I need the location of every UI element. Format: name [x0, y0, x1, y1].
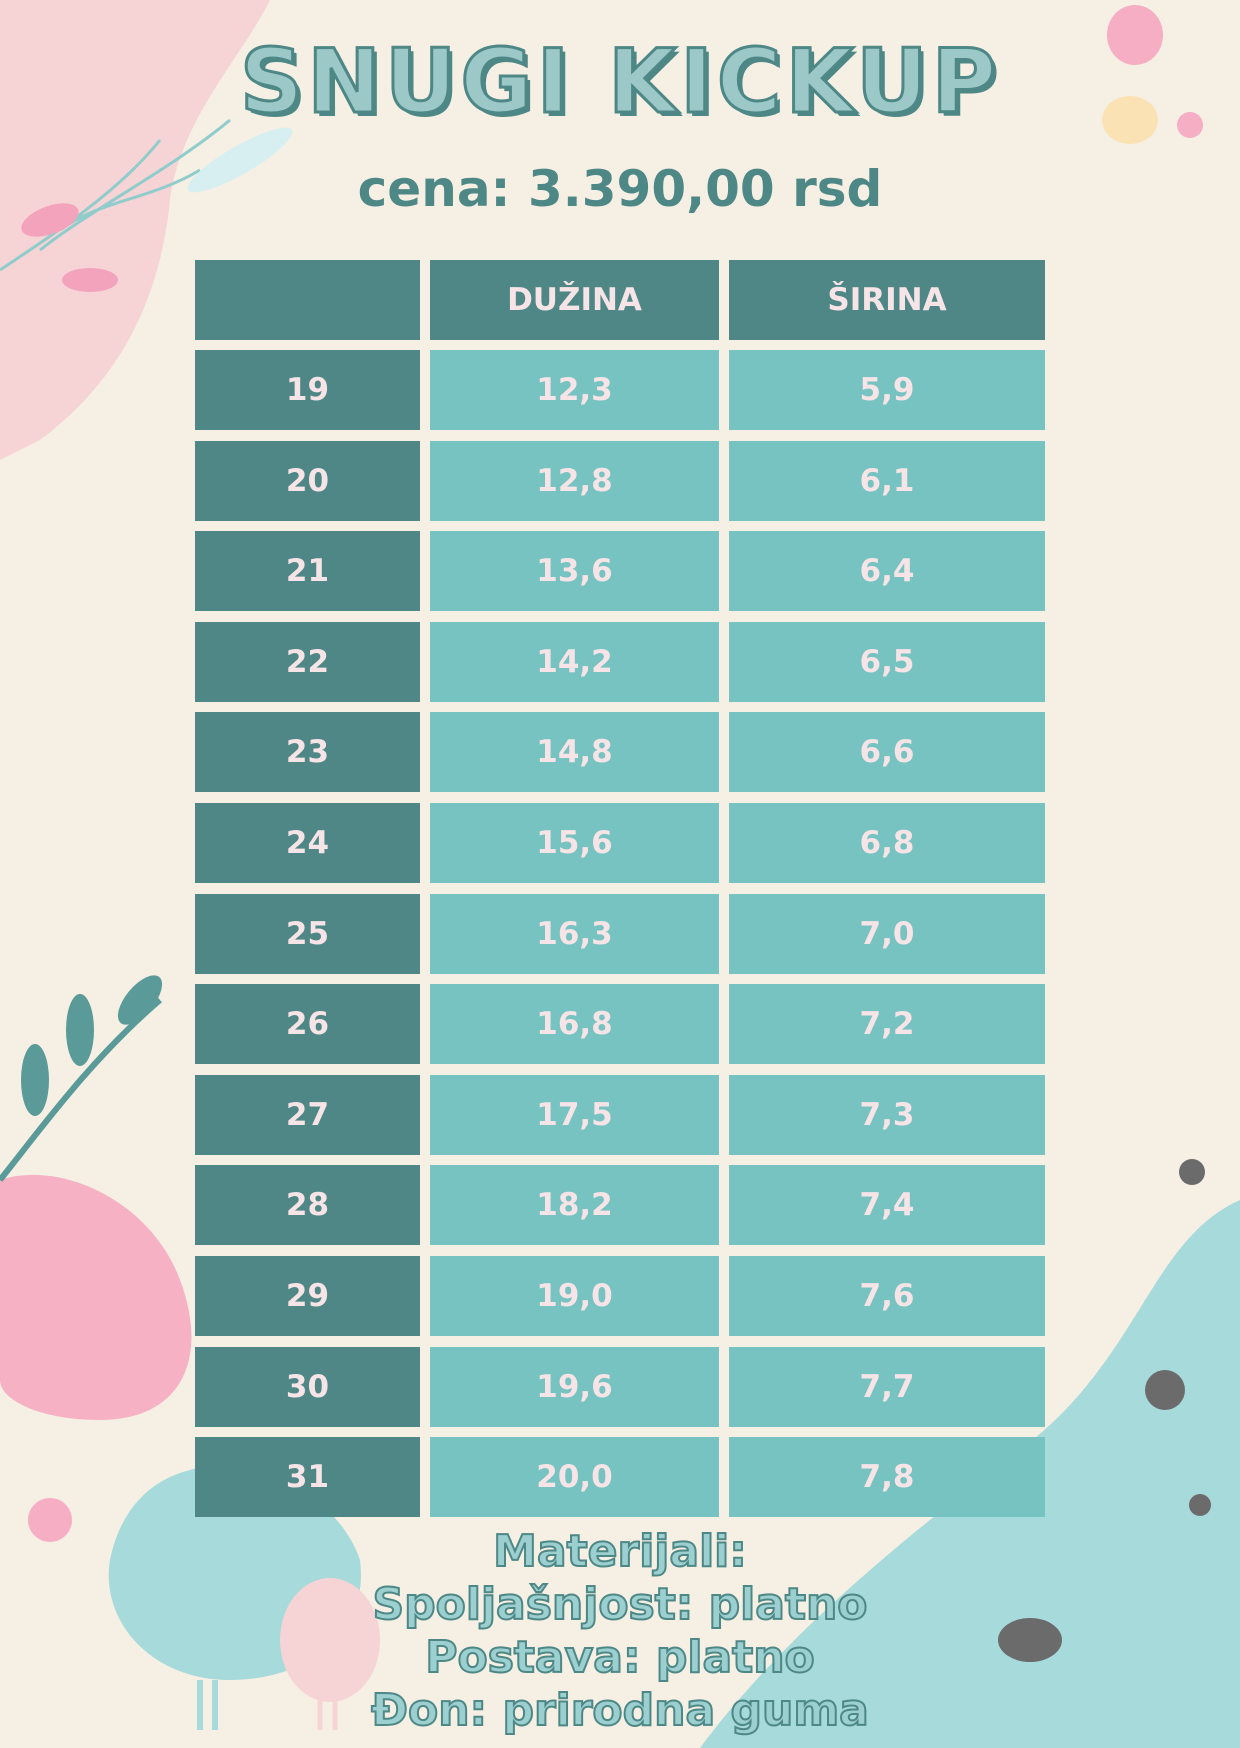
material-line: Postava: platno: [424, 1631, 816, 1684]
value-cell: 15,6: [430, 803, 719, 883]
flower: [62, 268, 118, 292]
size-cell: 25: [195, 893, 420, 974]
flower: [21, 203, 79, 237]
value-cell: 7,8: [729, 1437, 1045, 1518]
value-cell: 6,8: [729, 803, 1045, 883]
size-cell: 27: [195, 1074, 420, 1155]
leaf: [117, 975, 163, 1025]
value-cell: 19,0: [430, 1256, 719, 1336]
price: cena: 3.390,00 rsd: [357, 160, 883, 218]
size-cell: 31: [195, 1437, 420, 1518]
size-cell: 28: [195, 1165, 420, 1246]
pink-blob: [0, 1174, 192, 1420]
size-cell: 26: [195, 984, 420, 1065]
value-cell: 16,8: [430, 984, 719, 1065]
leaf: [21, 1044, 49, 1116]
value-cell: 12,8: [430, 440, 719, 521]
value-cell: 17,5: [430, 1074, 719, 1155]
value-cell: 7,3: [729, 1074, 1045, 1155]
size-cell: 23: [195, 712, 420, 793]
dot: [1177, 112, 1203, 138]
value-cell: 7,6: [729, 1256, 1045, 1336]
size-cell: 22: [195, 621, 420, 702]
value-cell: 6,5: [729, 621, 1045, 702]
bird-legs: [317, 1700, 338, 1730]
size-cell: 20: [195, 440, 420, 521]
value-cell: 7,7: [729, 1346, 1045, 1427]
dot: [1189, 1494, 1211, 1516]
title: SNUGI KICKUP: [238, 29, 1001, 135]
dot: [998, 1618, 1062, 1662]
value-cell: 5,9: [729, 350, 1045, 430]
value-cell: 19,6: [430, 1346, 719, 1427]
dot: [1107, 5, 1163, 65]
material-line: Đon: prirodna guma: [370, 1684, 870, 1737]
value-cell: 7,0: [729, 893, 1045, 974]
leaf: [187, 127, 293, 193]
leaf: [66, 994, 94, 1066]
size-cell: 30: [195, 1346, 420, 1427]
value-cell: 6,6: [729, 712, 1045, 793]
value-cell: 7,2: [729, 984, 1045, 1065]
dot: [1102, 96, 1158, 144]
header-cell: [195, 260, 420, 340]
size-cell: 29: [195, 1256, 420, 1336]
size-cell: 21: [195, 531, 420, 612]
value-cell: 12,3: [430, 350, 719, 430]
dot: [1145, 1370, 1185, 1410]
value-cell: 7,4: [729, 1165, 1045, 1246]
material-line: Spoljašnjost: platno: [371, 1578, 868, 1631]
bird: [280, 1578, 380, 1702]
value-cell: 20,0: [430, 1437, 719, 1518]
dot: [28, 1498, 72, 1542]
pink-blob: [0, 0, 270, 460]
value-cell: 14,8: [430, 712, 719, 793]
header-cell: ŠIRINA: [729, 260, 1045, 340]
material-line: Materijali:: [492, 1525, 748, 1578]
size-cell: 19: [195, 350, 420, 430]
branch: [0, 997, 162, 1182]
header-cell: DUŽINA: [430, 260, 719, 340]
size-cell: 24: [195, 803, 420, 883]
teal-blob: [700, 1200, 1240, 1748]
value-cell: 13,6: [430, 531, 719, 612]
value-cell: 14,2: [430, 621, 719, 702]
value-cell: 6,4: [729, 531, 1045, 612]
value-cell: 16,3: [430, 893, 719, 974]
value-cell: 6,1: [729, 440, 1045, 521]
value-cell: 18,2: [430, 1165, 719, 1246]
dot: [1179, 1159, 1205, 1185]
bird-legs: [197, 1680, 218, 1730]
